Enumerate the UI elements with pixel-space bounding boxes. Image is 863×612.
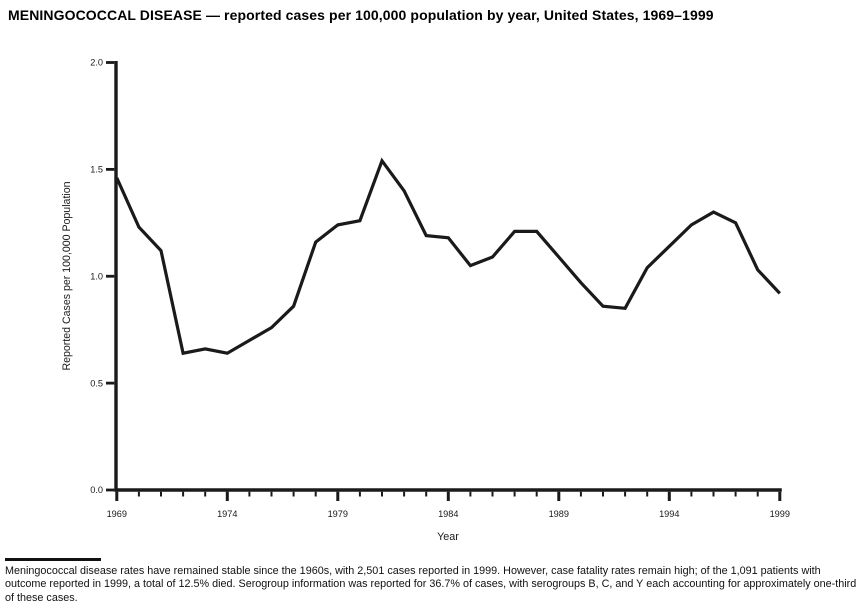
x-tick-label: 1969 bbox=[107, 509, 127, 519]
x-tick-label: 1994 bbox=[659, 509, 679, 519]
x-tick-label: 1979 bbox=[328, 509, 348, 519]
y-tick-label: 0.5 bbox=[90, 378, 103, 388]
y-tick-label: 1.5 bbox=[90, 165, 103, 175]
data-line bbox=[115, 157, 781, 356]
chart-title: MENINGOCOCCAL DISEASE — reported cases p… bbox=[8, 7, 714, 23]
x-tick-label: 1989 bbox=[549, 509, 569, 519]
y-tick-label: 0.0 bbox=[90, 485, 103, 495]
y-tick-label: 2.0 bbox=[90, 58, 103, 68]
x-tick-label: 1984 bbox=[438, 509, 458, 519]
line-chart-canvas: 0.0 0.5 1.0 1.5 2.0 1969 1974 1979 1984 1989 1994 1… bbox=[61, 58, 790, 543]
x-tick-label: 1999 bbox=[770, 509, 790, 519]
x-tick-label: 1974 bbox=[217, 509, 237, 519]
footnote-separator bbox=[5, 558, 101, 561]
y-axis-title: Reported Cases per 100,000 Population bbox=[61, 181, 73, 370]
x-axis-title: Year bbox=[437, 531, 459, 543]
chart-area: 0.0 0.5 1.0 1.5 2.0 1969 1974 1979 1984 1989 1994 1… bbox=[61, 58, 790, 543]
y-tick-label: 1.0 bbox=[90, 271, 103, 281]
footnote-text: Meningococcal disease rates have remaine… bbox=[5, 565, 857, 604]
